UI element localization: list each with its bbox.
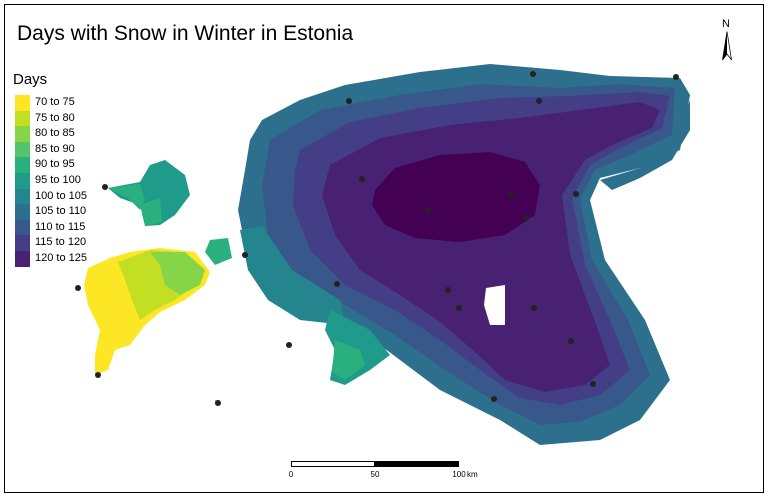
station-point <box>491 396 497 402</box>
legend-label: 105 to 110 <box>35 205 87 218</box>
legend-swatch <box>15 172 30 189</box>
legend-swatch <box>15 235 30 251</box>
station-point <box>215 400 221 406</box>
station-point <box>508 191 514 197</box>
scale-tick-100: 100 <box>452 470 466 479</box>
station-point <box>346 98 352 104</box>
legend-label: 70 to 75 <box>35 96 75 108</box>
legend-swatch <box>15 250 30 267</box>
station-point <box>536 98 542 104</box>
legend-swatch <box>15 95 30 111</box>
band-100-105-east <box>600 100 690 190</box>
station-point <box>531 305 537 311</box>
hiiumaa-island <box>108 160 190 226</box>
legend-label: 90 to 95 <box>35 158 75 171</box>
legend-swatch <box>15 188 30 205</box>
station-point <box>573 191 579 197</box>
legend-label: 95 to 100 <box>35 173 81 186</box>
legend-label: 80 to 85 <box>35 127 75 140</box>
scale-segment-black <box>375 461 459 467</box>
legend-label: 75 to 80 <box>35 111 75 124</box>
scale-unit: km <box>467 470 478 479</box>
station-point <box>102 184 108 190</box>
scale-tick-0: 0 <box>288 470 294 479</box>
north-arrow-icon <box>722 31 732 61</box>
station-point <box>286 342 292 348</box>
map-title: Days with Snow in Winter in Estonia <box>17 22 354 45</box>
lake-peipsi-gap <box>484 285 505 325</box>
north-label: N <box>722 18 730 30</box>
scale-bar <box>291 461 459 467</box>
station-point <box>456 305 462 311</box>
mainland-raster <box>238 64 690 445</box>
saaremaa-island <box>84 238 232 405</box>
station-point <box>75 285 81 291</box>
station-point <box>590 381 596 387</box>
station-point <box>359 176 365 182</box>
station-point <box>334 281 340 287</box>
legend-label: 120 to 125 <box>35 251 87 264</box>
legend-swatch <box>15 219 30 236</box>
legend-swatch <box>15 157 30 173</box>
legend-swatch <box>15 141 30 158</box>
station-point <box>523 215 529 221</box>
band-95-100-west <box>240 226 345 325</box>
legend-swatch <box>15 204 30 220</box>
station-point <box>568 338 574 344</box>
legend-label: 85 to 90 <box>35 142 75 155</box>
west-coast-raster <box>240 226 390 385</box>
legend-label: 100 to 105 <box>35 189 87 202</box>
station-point <box>242 252 248 258</box>
station-point <box>95 372 101 378</box>
legend-swatch <box>15 126 30 142</box>
legend-label: 110 to 115 <box>35 220 86 233</box>
legend-swatch <box>15 110 30 127</box>
legend-title: Days <box>13 71 48 88</box>
legend-label: 115 to 120 <box>35 236 87 249</box>
scale-segment-white <box>291 461 375 467</box>
station-point <box>673 74 679 80</box>
station-points <box>75 71 679 406</box>
station-point <box>530 71 536 77</box>
station-point <box>425 207 431 213</box>
band-85-90-west <box>332 340 365 380</box>
station-point <box>445 287 451 293</box>
scale-tick-50: 50 <box>370 470 380 479</box>
band-120-125 <box>372 152 540 242</box>
